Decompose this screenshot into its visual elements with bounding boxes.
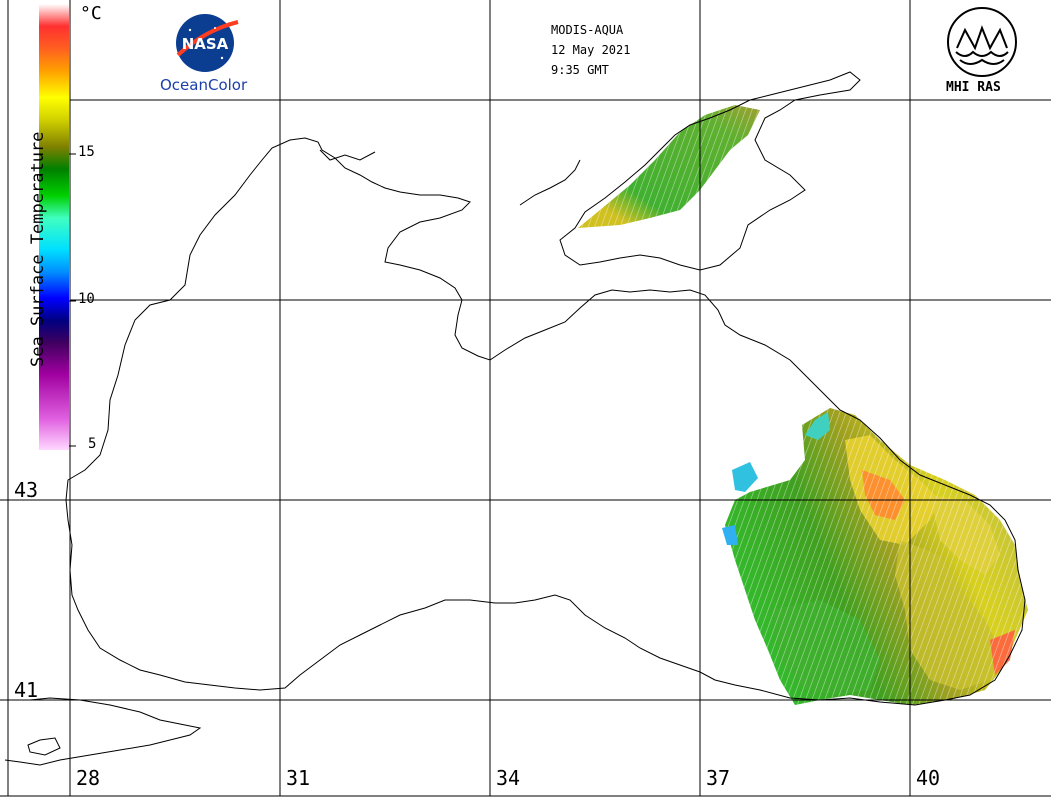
colorbar-title: Sea Surface Temperature — [28, 131, 48, 367]
lat-label-43: 43 — [14, 478, 39, 502]
lon-label-28: 28 — [76, 766, 101, 790]
svg-text:NASA: NASA — [182, 35, 229, 53]
header-time: 9:35 GMT — [551, 63, 609, 77]
mhi-logo — [947, 7, 1017, 77]
colorbar-tick-10: 10 — [78, 291, 95, 307]
header-sensor: MODIS-AQUA — [551, 23, 624, 37]
nasa-logo: NASA — [176, 14, 239, 72]
colorbar-unit: °C — [80, 3, 102, 24]
header-date: 12 May 2021 — [551, 43, 631, 57]
sst-data-southeast — [722, 408, 1028, 705]
colorbar-tick-15: 15 — [78, 144, 95, 160]
lon-label-34: 34 — [496, 766, 521, 790]
lon-label-31: 31 — [286, 766, 311, 790]
mhi-caption: MHI RAS — [946, 80, 1001, 95]
lat-label-41: 41 — [14, 678, 39, 702]
lon-label-40: 40 — [916, 766, 941, 790]
lon-label-37: 37 — [706, 766, 731, 790]
sst-data-azov — [578, 105, 760, 228]
nasa-caption: OceanColor — [160, 76, 248, 94]
colorbar-tick-5: 5 — [88, 436, 97, 452]
colorbar — [39, 4, 76, 450]
